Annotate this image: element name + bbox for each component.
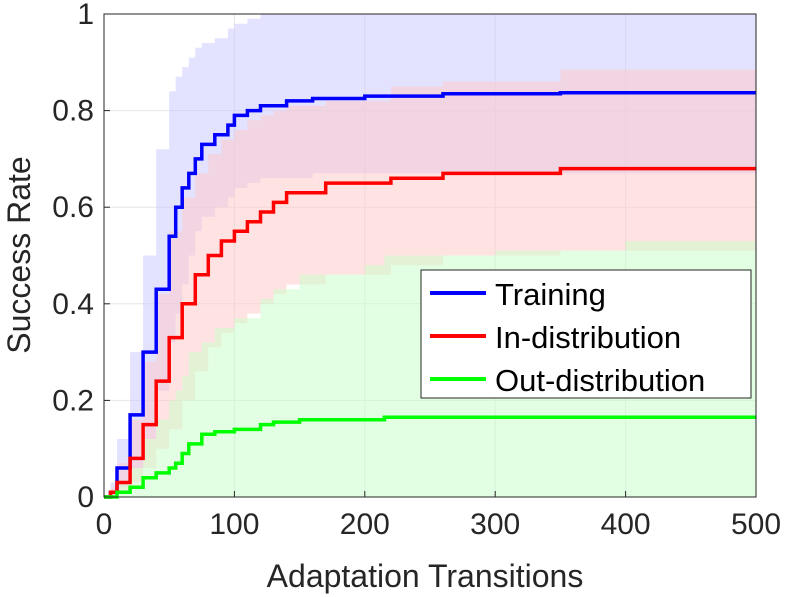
plot-frame	[103, 13, 757, 498]
x-axis-title: Adaptation Transitions	[267, 558, 584, 594]
y-tick-label: 0.8	[52, 95, 94, 128]
legend-label-training: Training	[495, 277, 606, 312]
legend: Training In-distribution Out-distributio…	[420, 269, 752, 399]
y-tick-label: 1	[77, 0, 94, 31]
x-tick-label: 400	[601, 508, 651, 541]
series-line-out-distribution	[104, 415, 756, 499]
series-lines	[104, 90, 756, 499]
y-tick-label: 0.4	[52, 288, 94, 321]
series-line-in-distribution	[104, 166, 756, 499]
y-tick-label: 0.6	[52, 191, 94, 224]
legend-label-out-distribution: Out-distribution	[495, 363, 705, 398]
series-line-training	[104, 90, 756, 499]
x-tick-label: 500	[731, 508, 781, 541]
x-tick-label: 200	[340, 508, 390, 541]
x-tick-label: 100	[209, 508, 259, 541]
y-tick-label: 0.2	[52, 384, 94, 417]
confidence-bands	[104, 14, 756, 497]
x-tick-label: 0	[96, 508, 113, 541]
x-tick-label: 300	[470, 508, 520, 541]
band-in-distribution	[104, 69, 756, 497]
y-tick-label: 0	[77, 481, 94, 514]
y-axis-ticks: 0 0.2 0.4 0.6 0.8 1	[52, 0, 110, 514]
y-axis-title: Success Rate	[1, 156, 37, 353]
x-axis-ticks: 0 100 200 300 400 500	[96, 491, 781, 541]
legend-label-in-distribution: In-distribution	[495, 320, 681, 355]
